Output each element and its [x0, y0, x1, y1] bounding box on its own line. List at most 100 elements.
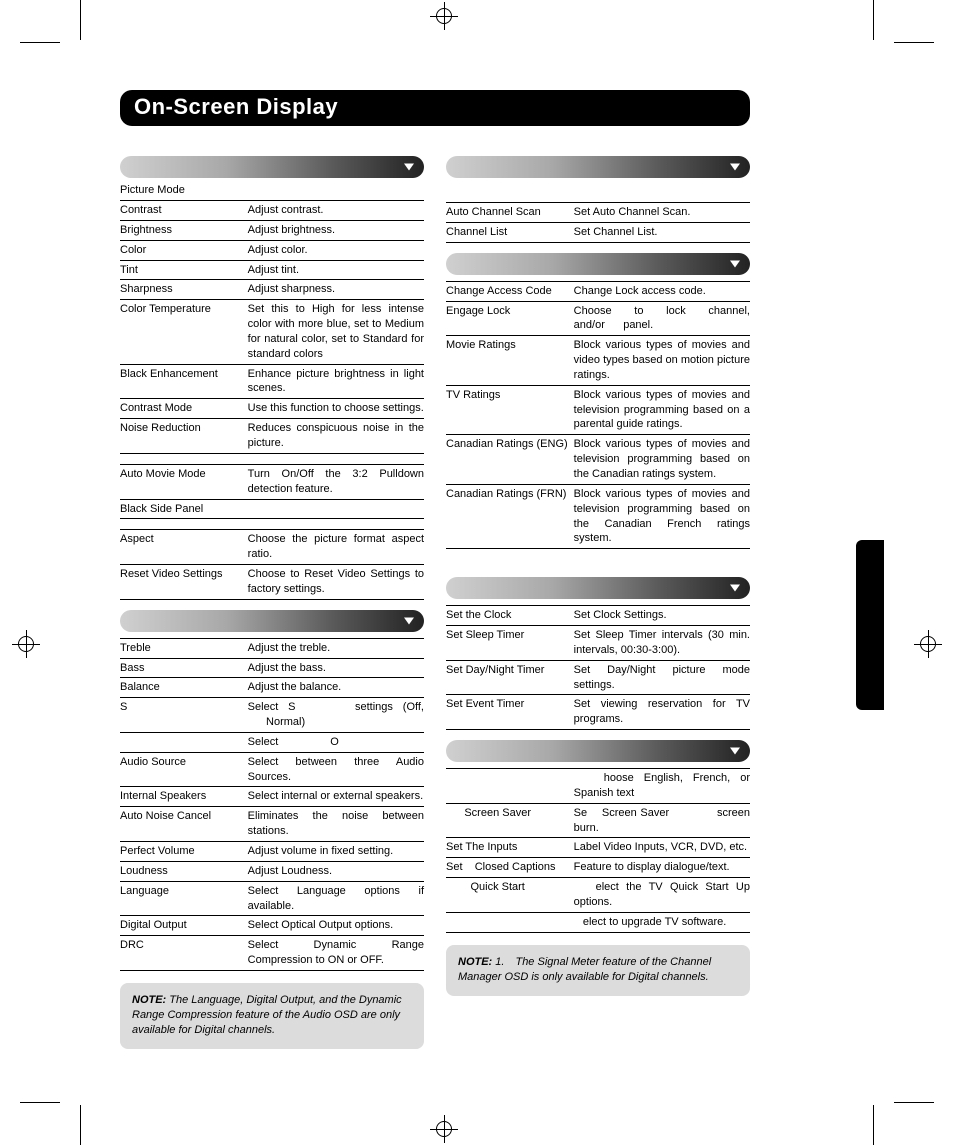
chevron-down-icon	[730, 585, 740, 592]
setting-desc: Adjust the treble.	[248, 638, 424, 658]
table-row: Auto Channel ScanSet Auto Channel Scan.	[446, 203, 750, 223]
table-row: TintAdjust tint.	[120, 260, 424, 280]
setting-name: Set Event Timer	[446, 695, 574, 730]
setting-name: Bass	[120, 658, 248, 678]
setting-desc: Adjust the balance.	[248, 678, 424, 698]
setting-desc: Feature to display dialogue/text.	[574, 858, 750, 878]
setting-desc: Block various types of movies and televi…	[574, 435, 750, 485]
setting-name: Black Enhancement	[120, 364, 248, 399]
setting-desc: Adjust sharpness.	[248, 280, 424, 300]
note-label: NOTE:	[458, 956, 492, 968]
page: On-Screen Display Picture Mode ContrastA…	[120, 90, 750, 1049]
setting-name: TV Ratings	[446, 385, 574, 435]
setting-desc: Change Lock access code.	[574, 281, 750, 301]
table-row: ColorAdjust color.	[120, 240, 424, 260]
table-row: Set Day/Night TimerSet Day/Night picture…	[446, 660, 750, 695]
table-row: Set Event TimerSet viewing reservation f…	[446, 695, 750, 730]
table-row: Auto Noise CancelEliminates the noise be…	[120, 807, 424, 842]
table-row: Set the ClockSet Clock Settings.	[446, 606, 750, 626]
setting-desc: Eliminates the noise between stations.	[248, 807, 424, 842]
table-row: Noise ReductionReduces conspicuous noise…	[120, 419, 424, 454]
setting-desc: Adjust volume in fixed setting.	[248, 842, 424, 862]
setting-name: Internal Speakers	[120, 787, 248, 807]
setting-name: Set The Inputs	[446, 838, 574, 858]
section-head-channel	[446, 156, 750, 178]
setting-desc: Se Screen Saver screen burn.	[574, 803, 750, 838]
setting-name: Audio Source	[120, 752, 248, 787]
setting-desc: Select O	[248, 732, 424, 752]
setting-name: Treble	[120, 638, 248, 658]
video-table-2: Auto Movie ModeTurn On/Off the 3:2 Pulld…	[120, 464, 424, 520]
setting-desc: Set Clock Settings.	[574, 606, 750, 626]
setting-name: Auto Channel Scan	[446, 203, 574, 223]
setting-desc: Select Language options if available.	[248, 881, 424, 916]
section-head-timer	[446, 577, 750, 599]
setting-desc: Use this function to choose settings.	[248, 399, 424, 419]
table-row: Digital OutputSelect Optical Output opti…	[120, 916, 424, 936]
setting-name: Engage Lock	[446, 301, 574, 336]
setup-table: hoose English, French, or Spanish text S…	[446, 768, 750, 933]
setting-name: Movie Ratings	[446, 336, 574, 386]
table-row: TrebleAdjust the treble.	[120, 638, 424, 658]
table-row: Screen SaverSe Screen Saver screen burn.	[446, 803, 750, 838]
table-row: Canadian Ratings (FRN)Block various type…	[446, 484, 750, 548]
page-title: On-Screen Display	[120, 90, 750, 126]
chevron-down-icon	[404, 617, 414, 624]
setting-desc: Block various types of movies and televi…	[574, 484, 750, 548]
setting-desc: Block various types of movies and televi…	[574, 385, 750, 435]
setting-name: Canadian Ratings (ENG)	[446, 435, 574, 485]
setting-desc: Select Dynamic Range Compression to ON o…	[248, 936, 424, 971]
setting-desc: Reduces conspicuous noise in the picture…	[248, 419, 424, 454]
table-row: Audio SourceSelect between three Audio S…	[120, 752, 424, 787]
left-column: Picture Mode ContrastAdjust contrast.Bri…	[120, 146, 424, 1049]
table-row: BrightnessAdjust brightness.	[120, 220, 424, 240]
setting-name: Set Day/Night Timer	[446, 660, 574, 695]
setting-name	[446, 912, 574, 932]
table-row: Auto Movie ModeTurn On/Off the 3:2 Pulld…	[120, 464, 424, 499]
setting-name: S	[120, 698, 248, 733]
table-row: SSelect S settings (Off, Normal)	[120, 698, 424, 733]
table-row: Color TemperatureSet this to High for le…	[120, 300, 424, 364]
setting-name: DRC	[120, 936, 248, 971]
table-row: Perfect VolumeAdjust volume in fixed set…	[120, 842, 424, 862]
table-row: TV RatingsBlock various types of movies …	[446, 385, 750, 435]
setting-name: Contrast Mode	[120, 399, 248, 419]
setting-desc: Block various types of movies and video …	[574, 336, 750, 386]
note-text: The Language, Digital Output, and the Dy…	[132, 994, 402, 1036]
setting-name: Contrast	[120, 201, 248, 221]
section-head-setup	[446, 740, 750, 762]
table-row: LoudnessAdjust Loudness.	[120, 861, 424, 881]
table-row: AspectChoose the picture format aspect r…	[120, 530, 424, 565]
section-head-lock	[446, 253, 750, 275]
table-row: Set Closed CaptionsFeature to display di…	[446, 858, 750, 878]
setting-desc: Set viewing reservation for TV programs.	[574, 695, 750, 730]
setting-desc	[248, 499, 424, 519]
setting-name: Change Access Code	[446, 281, 574, 301]
setting-desc: Adjust tint.	[248, 260, 424, 280]
table-row: Channel ListSet Channel List.	[446, 222, 750, 242]
table-row: Internal SpeakersSelect internal or exte…	[120, 787, 424, 807]
section-head-audio	[120, 610, 424, 632]
table-row: Reset Video SettingsChoose to Reset Vide…	[120, 565, 424, 600]
setting-name: Reset Video Settings	[120, 565, 248, 600]
table-row: Movie RatingsBlock various types of movi…	[446, 336, 750, 386]
setting-name: Digital Output	[120, 916, 248, 936]
table-row: elect to upgrade TV software.	[446, 912, 750, 932]
setting-name: Balance	[120, 678, 248, 698]
setting-name: Auto Noise Cancel	[120, 807, 248, 842]
chevron-down-icon	[730, 164, 740, 171]
chevron-down-icon	[404, 164, 414, 171]
table-row: Select O	[120, 732, 424, 752]
setting-name: Aspect	[120, 530, 248, 565]
table-row: Canadian Ratings (ENG)Block various type…	[446, 435, 750, 485]
setting-name: Auto Movie Mode	[120, 464, 248, 499]
setting-desc: Set Day/Night picture mode settings.	[574, 660, 750, 695]
setting-desc: hoose English, French, or Spanish text	[574, 769, 750, 804]
table-row: Black EnhancementEnhance picture brightn…	[120, 364, 424, 399]
table-row: Quick Start elect the TV Quick Start Up …	[446, 878, 750, 913]
table-row: BassAdjust the bass.	[120, 658, 424, 678]
table-row: SharpnessAdjust sharpness.	[120, 280, 424, 300]
table-row: DRCSelect Dynamic Range Compression to O…	[120, 936, 424, 971]
setting-name: Loudness	[120, 861, 248, 881]
setting-name: Sharpness	[120, 280, 248, 300]
